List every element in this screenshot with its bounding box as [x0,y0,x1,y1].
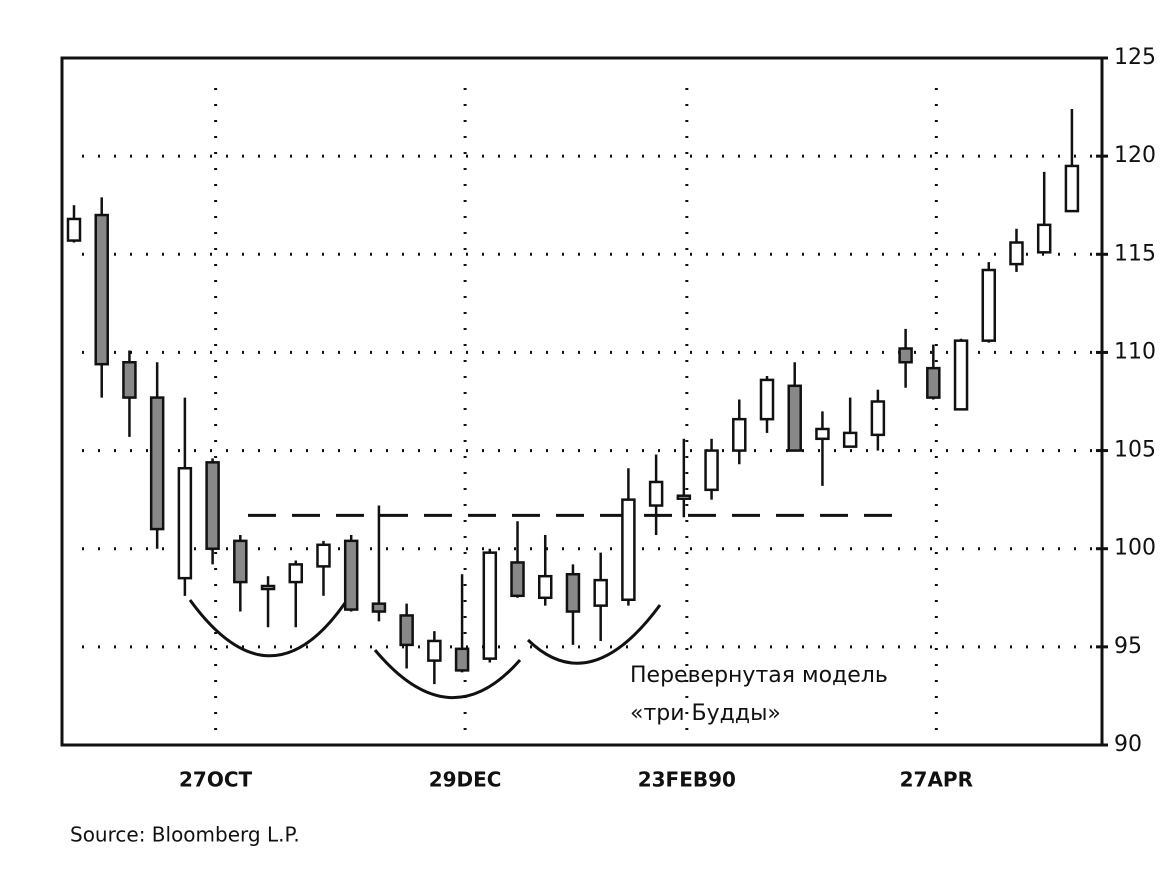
candle-body [233,539,248,584]
candle-body [122,360,137,399]
buddha-arc [526,604,662,665]
y-tick-label: 100 [1114,536,1156,561]
candle-body [537,574,553,600]
candle-body [926,366,941,399]
plot-frame [60,56,1104,747]
candle-body [676,494,692,500]
buddha-arc [188,599,347,658]
candle-body [205,461,220,550]
candle-body [510,561,525,598]
y-tick-label: 115 [1114,241,1156,266]
candle-body [593,578,608,607]
candle-body [1036,223,1052,254]
y-tick-label: 125 [1114,45,1156,70]
candle-body [732,417,747,452]
candle-body [343,539,359,611]
candle-body [815,427,830,441]
candle-body [66,217,82,242]
candle-body [981,268,997,342]
candle-body [759,378,775,421]
y-tick-label: 95 [1114,634,1142,659]
candle-body [1064,164,1080,213]
candle-body [94,213,109,366]
annotation: «три Будды» [630,701,781,726]
x-tick-label: 27APR [900,768,973,792]
candle-body [621,498,636,601]
x-tick-label: 27OCT [179,768,253,792]
candle-body [482,551,498,660]
candle-body [399,614,414,647]
candle-body [898,347,913,364]
candle-body [371,602,387,613]
candle-body [1009,241,1024,266]
candle-body [704,449,719,492]
candle-body [260,584,276,591]
candle-body [427,639,442,662]
annotation: Перевернутая модель [630,663,888,688]
candle-body [648,480,664,507]
candle-body [953,339,969,411]
x-tick-label: 29DEC [429,768,502,792]
candle-body [177,466,193,580]
candle-body [870,400,886,437]
candle-body [565,572,581,613]
candle-body [149,396,165,531]
candle-body [454,647,470,672]
y-tick-label: 110 [1114,339,1156,364]
y-tick-label: 90 [1114,732,1142,757]
x-tick-label: 23FEB90 [638,768,736,792]
candle-body [316,543,331,568]
candle-body [787,384,802,452]
source: Source: Bloomberg L.P. [70,823,300,847]
candle-body [288,563,304,584]
y-tick-label: 105 [1114,438,1156,463]
buddha-arc [373,649,522,700]
y-tick-label: 120 [1114,143,1156,168]
candle-body [842,431,858,448]
